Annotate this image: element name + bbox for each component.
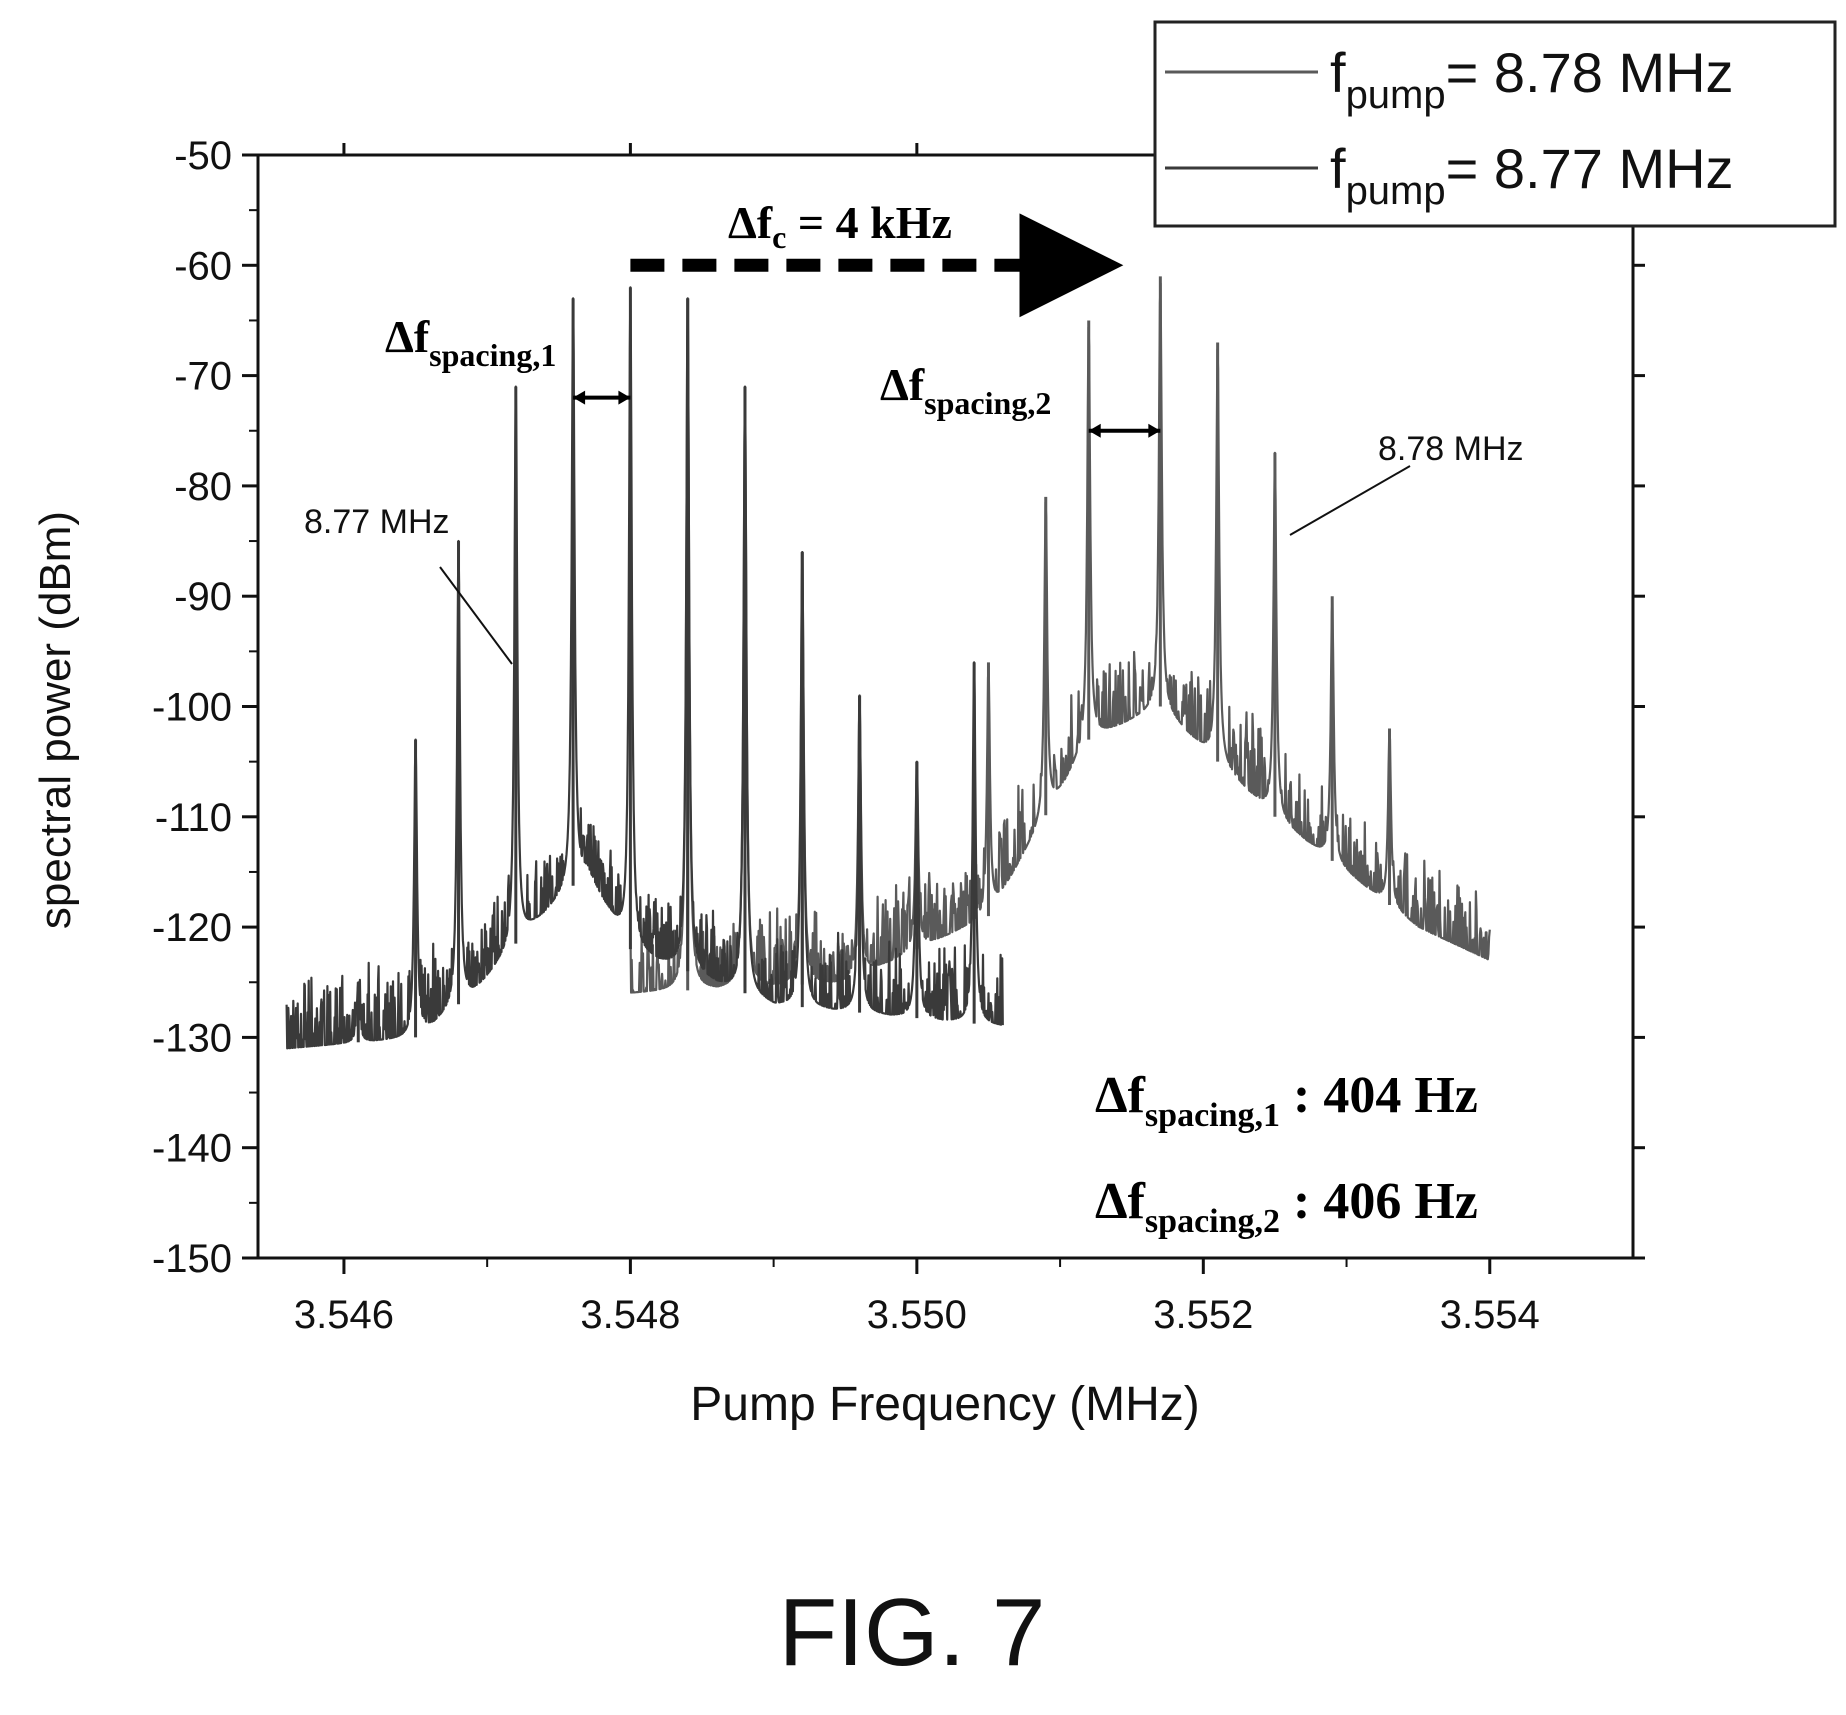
legend-entry-877: fpump= 8.77 MHz bbox=[1330, 137, 1734, 213]
spacing2-label: Δfspacing,2 bbox=[880, 359, 1051, 421]
delta-fc-label: Δfc = 4 kHz bbox=[728, 197, 952, 255]
callout-878: 8.78 MHz bbox=[1289, 430, 1524, 536]
y-axis-label: spectral power (dBm) bbox=[31, 511, 80, 929]
legend-878-rest: = 8.78 MHz bbox=[1446, 41, 1734, 104]
legend-877-rest: = 8.77 MHz bbox=[1446, 137, 1734, 200]
y-tick-label-5: -100 bbox=[152, 686, 232, 730]
y-tick-label-6: -110 bbox=[155, 796, 232, 840]
x-tick-label-2: 3.550 bbox=[867, 1293, 967, 1337]
result-spacing2: Δfspacing,2 : 406 Hz bbox=[1095, 1173, 1478, 1240]
result1-rest: : 404 Hz bbox=[1280, 1067, 1478, 1124]
spacing1-sub: spacing,1 bbox=[429, 337, 556, 373]
y-tick-label-4: -90 bbox=[174, 575, 232, 619]
callout-877: 8.77 MHz bbox=[304, 503, 513, 665]
spacing2-arrow-head-right bbox=[1148, 423, 1161, 438]
y-tick-label-10: -150 bbox=[152, 1237, 232, 1281]
spacing1-arrow-head-right bbox=[618, 390, 631, 405]
delta-fc-rest: = 4 kHz bbox=[786, 197, 952, 248]
legend-877-sub: pump bbox=[1346, 169, 1446, 213]
result-spacing1: Δfspacing,1 : 404 Hz bbox=[1095, 1067, 1478, 1134]
delta-fc-prefix: Δf bbox=[728, 197, 773, 248]
spacing1-label: Δfspacing,1 bbox=[385, 311, 556, 373]
legend-877-main: f bbox=[1330, 137, 1346, 200]
y-tick-label-0: -50 bbox=[174, 134, 232, 178]
spacing2-arrow-head-left bbox=[1088, 423, 1101, 438]
spacing1-annotation: Δfspacing,1 bbox=[385, 311, 631, 405]
y-tick-label-2: -70 bbox=[174, 355, 232, 399]
x-tick-label-1: 3.548 bbox=[580, 1293, 680, 1337]
y-tick-label-7: -120 bbox=[152, 906, 232, 950]
legend: fpump= 8.78 MHz fpump= 8.77 MHz bbox=[1153, 20, 1837, 228]
result-spacing-values: Δfspacing,1 : 404 Hz Δfspacing,2 : 406 H… bbox=[1095, 1067, 1478, 1240]
callout-877-leader bbox=[439, 566, 513, 665]
y-tick-label-1: -60 bbox=[174, 244, 232, 288]
legend-878-sub: pump bbox=[1346, 73, 1446, 117]
series-line-0 bbox=[629, 282, 1491, 994]
x-tick-label-4: 3.554 bbox=[1440, 1293, 1540, 1337]
legend-entry-878: fpump= 8.78 MHz bbox=[1330, 41, 1734, 117]
figure-label: FIG. 7 bbox=[779, 1579, 1046, 1686]
spacing2-sub: spacing,2 bbox=[924, 385, 1051, 421]
result2-sub: spacing,2 bbox=[1145, 1203, 1280, 1240]
x-tick-label-3: 3.552 bbox=[1153, 1293, 1253, 1337]
callout-878-text: 8.78 MHz bbox=[1378, 430, 1524, 468]
axis-ticks: 3.546 3.548 3.550 3.552 3.554 -50 -60 -70 -80 -90… bbox=[152, 134, 1645, 1337]
y-tick-label-8: -130 bbox=[152, 1016, 232, 1060]
spacing1-arrow-head-left bbox=[573, 390, 586, 405]
spacing1-prefix: Δf bbox=[385, 311, 430, 362]
x-axis-label: Pump Frequency (MHz) bbox=[690, 1378, 1199, 1431]
legend-878-main: f bbox=[1330, 41, 1346, 104]
y-tick-label-3: -80 bbox=[174, 465, 232, 509]
result2-rest: : 406 Hz bbox=[1280, 1173, 1478, 1230]
x-tick-label-0: 3.546 bbox=[294, 1293, 394, 1337]
spacing2-prefix: Δf bbox=[880, 359, 925, 410]
y-tick-label-9: -140 bbox=[152, 1127, 232, 1171]
delta-fc-sub: c bbox=[772, 219, 786, 255]
series-line-1 bbox=[285, 286, 1004, 1050]
legend-box bbox=[1153, 20, 1837, 228]
spectrum-series bbox=[285, 276, 1491, 1050]
result2-prefix: Δf bbox=[1095, 1173, 1146, 1230]
result1-prefix: Δf bbox=[1095, 1067, 1146, 1124]
callout-877-text: 8.77 MHz bbox=[304, 503, 450, 541]
delta-fc-annotation: Δfc = 4 kHz bbox=[630, 197, 1124, 318]
result1-sub: spacing,1 bbox=[1145, 1097, 1280, 1134]
callout-878-leader bbox=[1289, 465, 1411, 536]
spacing2-annotation: Δfspacing,2 bbox=[880, 359, 1161, 438]
